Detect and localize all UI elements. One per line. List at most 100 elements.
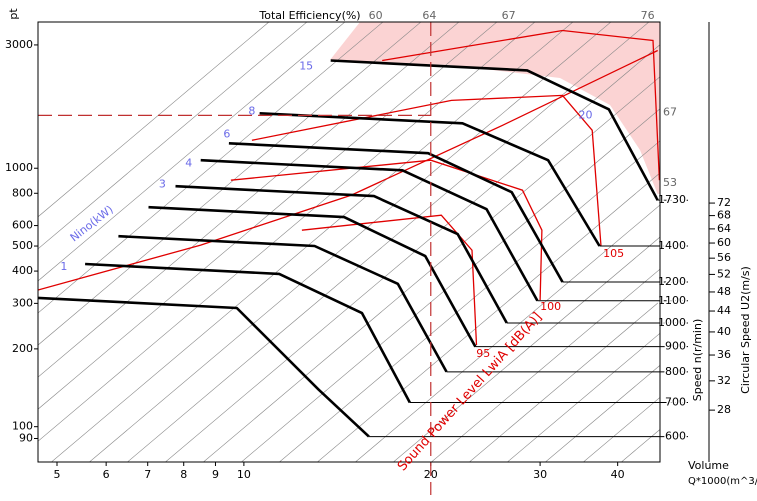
u2-tick-label: 48 xyxy=(717,285,731,298)
guide-line xyxy=(38,22,308,250)
guide-line xyxy=(38,22,460,378)
speed-label: 1100 xyxy=(658,294,686,307)
efficiency-top-label: 64 xyxy=(422,9,436,22)
speed-label: 1730 xyxy=(658,193,686,206)
u2-tick-label: 52 xyxy=(717,267,731,280)
guide-line xyxy=(50,22,574,462)
guide-line xyxy=(38,22,422,346)
x-tick-label: 8 xyxy=(180,468,187,481)
speed-label: 900 xyxy=(665,340,686,353)
u2-axis-title: Circular Speed U2(m/s) xyxy=(739,266,752,394)
efficiency-right-label: 53 xyxy=(663,176,677,189)
y-tick-label: 400 xyxy=(12,264,33,277)
guide-line xyxy=(468,300,660,462)
efficiency-curve xyxy=(230,159,543,301)
speed-curve xyxy=(38,296,370,438)
x-tick-label: 9 xyxy=(212,468,219,481)
y-tick-label: 3000 xyxy=(5,38,33,51)
guide-line xyxy=(392,236,660,462)
speed-curve xyxy=(259,112,601,247)
guide-line xyxy=(506,332,660,462)
speed-curve xyxy=(175,184,508,324)
power-label: 6 xyxy=(223,127,230,140)
sound-label: 105 xyxy=(603,247,624,260)
speed-label: 600 xyxy=(665,430,686,443)
efficiency-curve xyxy=(382,29,660,181)
speed-curve xyxy=(118,234,448,373)
y-tick-label: 90 xyxy=(19,432,33,445)
u2-tick-label: 68 xyxy=(717,209,731,222)
speed-label: 1200 xyxy=(658,275,686,288)
x-tick-label: 6 xyxy=(103,468,110,481)
guide-line xyxy=(164,44,660,462)
x-axis-unit: Q*1000(m^3/h) xyxy=(688,476,757,487)
efficiency-right-label: 67 xyxy=(663,105,677,118)
power-label: 20 xyxy=(578,108,592,121)
u2-tick-label: 32 xyxy=(717,374,731,387)
speed-curve xyxy=(85,262,411,404)
u2-tick-label: 56 xyxy=(717,251,731,264)
x-tick-label: 30 xyxy=(533,468,547,481)
efficiency-curve xyxy=(251,94,602,247)
y-axis-title: pt xyxy=(7,8,20,20)
speed-label: 1400 xyxy=(658,239,686,252)
u2-tick-label: 40 xyxy=(717,325,731,338)
guide-line xyxy=(354,204,660,462)
y-tick-label: 800 xyxy=(12,186,33,199)
guide-line xyxy=(38,22,498,410)
y-tick-label: 200 xyxy=(12,342,33,355)
guide-line xyxy=(240,108,660,462)
speed-curve xyxy=(228,142,564,283)
guide-line xyxy=(38,22,536,442)
speed-axis-title: Speed n(r/min) xyxy=(691,319,704,402)
guide-line xyxy=(38,22,270,218)
speed-label: 700 xyxy=(665,396,686,409)
power-label: 8 xyxy=(248,104,255,117)
u2-tick-label: 28 xyxy=(717,403,731,416)
guide-line xyxy=(126,22,650,462)
high-efficiency-zone xyxy=(330,22,660,200)
speed-curve xyxy=(148,205,477,348)
sound-label: 100 xyxy=(540,300,561,313)
power-label: 3 xyxy=(159,177,166,190)
y-tick-label: 1000 xyxy=(5,161,33,174)
guide-line xyxy=(544,364,660,462)
speed-label: 800 xyxy=(665,365,686,378)
power-label: 1 xyxy=(60,260,67,273)
speed-curve xyxy=(330,59,659,201)
speed-label: 1000 xyxy=(658,316,686,329)
guide-line xyxy=(88,22,612,462)
y-tick-label: 600 xyxy=(12,219,33,232)
x-tick-label: 10 xyxy=(237,468,251,481)
speed-curve xyxy=(200,158,539,302)
power-label: 4 xyxy=(185,156,192,169)
y-tick-label: 100 xyxy=(12,420,33,433)
u2-tick-label: 60 xyxy=(717,236,731,249)
sound-label: 95 xyxy=(476,347,490,360)
x-tick-label: 40 xyxy=(611,468,625,481)
y-tick-label: 300 xyxy=(12,296,33,309)
efficiency-top-label: 67 xyxy=(502,9,516,22)
u2-tick-label: 44 xyxy=(717,304,731,317)
plot-frame xyxy=(37,21,661,463)
y-tick-label: 500 xyxy=(12,239,33,252)
guide-line xyxy=(430,268,660,462)
x-tick-label: 7 xyxy=(144,468,151,481)
efficiency-top-label: 76 xyxy=(641,9,655,22)
efficiency-top-label: 60 xyxy=(369,9,383,22)
guide-line xyxy=(278,140,660,462)
guide-line xyxy=(582,396,660,462)
x-tick-label: 5 xyxy=(53,468,60,481)
u2-tick-label: 72 xyxy=(717,196,731,209)
title: Total Efficiency(%) xyxy=(258,9,360,22)
u2-tick-label: 64 xyxy=(717,222,731,235)
power-label: 15 xyxy=(299,59,313,72)
curves xyxy=(38,29,660,438)
labels: 5 6 7 8 9 10 20 30 40901002003004005006008001000… xyxy=(5,9,731,495)
guide-line xyxy=(202,76,660,462)
x-axis-title: Volume xyxy=(688,459,729,472)
u2-tick-label: 36 xyxy=(717,348,731,361)
guide-line xyxy=(38,22,346,282)
